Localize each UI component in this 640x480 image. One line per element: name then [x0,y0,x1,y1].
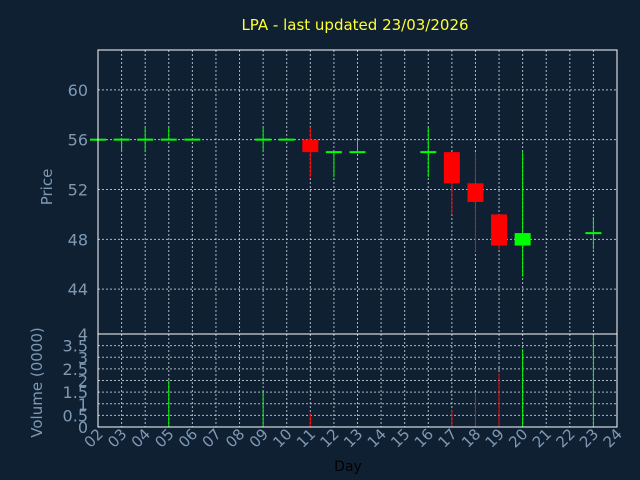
candle-body [443,152,460,184]
volume-y-tick-label: 2 [78,372,88,391]
volume-y-tick-label: 0 [78,418,88,437]
volume-bars [168,334,594,427]
price-candles [90,127,602,277]
chart-title: LPA - last updated 23/03/2026 [241,16,468,34]
price-y-tick-label: 60 [68,81,88,100]
volume-y-axis-label: Volume (0000) [28,327,46,437]
candle-body [491,214,508,246]
x-axis-label: Day [334,459,362,475]
volume-y-tick-label: 2.5 [63,360,88,379]
price-y-tick-label: 44 [68,280,88,299]
price-panel: 44 48 52 56 60 Price [38,49,618,335]
candle-body [467,183,484,202]
price-y-axis-label: Price [38,169,56,206]
candle-body [302,139,319,153]
volume-y-tick-label: 0.5 [63,406,88,425]
price-y-tick-label: 52 [68,181,88,200]
price-y-tick-label: 48 [68,230,88,249]
volume-y-tick-label: 3 [78,348,88,367]
price-y-tick-label: 56 [68,131,88,150]
volume-frame [97,333,618,428]
volume-y-tick-label: 3.5 [63,337,88,356]
volume-panel: 00.511.522.533.54 Volume (0000) [28,325,618,438]
price-y-tick-labels: 44 48 52 56 60 [68,81,88,299]
volume-y-tick-label: 1.5 [63,383,88,402]
volume-y-tick-label: 4 [78,325,88,344]
volume-y-tick-labels: 00.511.522.533.54 [63,325,88,437]
day-x-tick-labels: 0203040506070809101112131415161718192021… [81,425,626,451]
candle-body [514,233,531,246]
volume-y-tick-label: 1 [78,395,88,414]
